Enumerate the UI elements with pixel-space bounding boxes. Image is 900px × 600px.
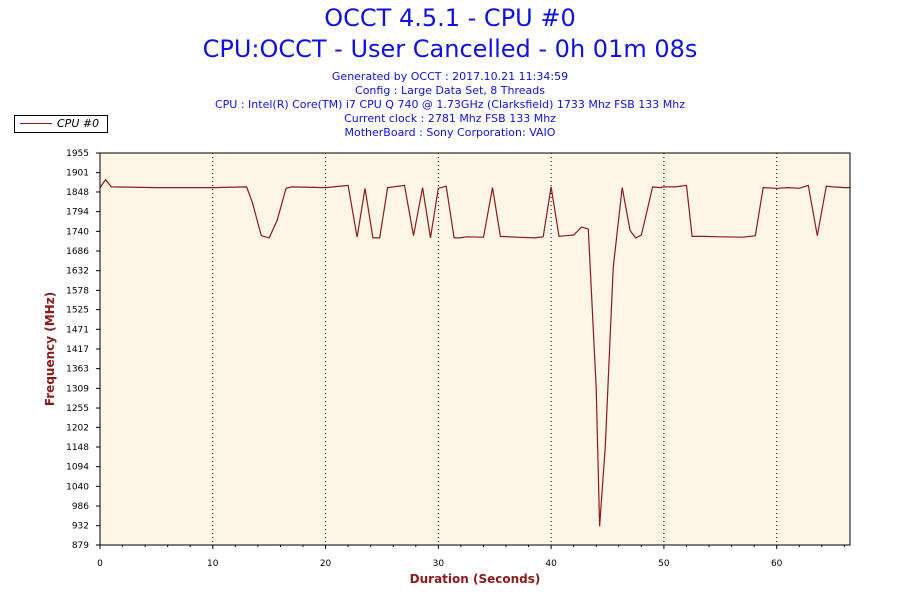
info-current-clock: Current clock : 2781 Mhz FSB 133 Mhz [344, 112, 556, 125]
y-tick-label: 1148 [66, 443, 89, 453]
y-axis-title: Frequency (MHz) [43, 292, 57, 406]
y-tick-label: 1417 [66, 345, 89, 355]
x-tick-label: 20 [320, 559, 332, 569]
info-config: Config : Large Data Set, 8 Threads [355, 84, 545, 97]
y-tick-label: 1255 [66, 404, 89, 414]
y-tick-label: 1848 [66, 188, 89, 198]
x-tick-label: 30 [433, 559, 445, 569]
x-tick-label: 0 [97, 559, 103, 569]
info-cpu: CPU : Intel(R) Core(TM) i7 CPU Q 740 @ 1… [214, 98, 686, 111]
plot-border [99, 152, 851, 546]
y-tick-label: 932 [72, 522, 89, 532]
y-tick-label: 986 [72, 502, 89, 512]
y-tick-label: 1363 [66, 365, 89, 375]
plot-area [100, 153, 850, 545]
grid-lines [212, 153, 778, 545]
y-tick-label: 1632 [66, 267, 89, 277]
y-tick-label: 1040 [66, 482, 89, 492]
y-tick-label: 1471 [66, 325, 89, 335]
y-tick-label: 1740 [66, 227, 89, 237]
y-tick-label: 1309 [66, 384, 89, 394]
chart-subtitle: CPU:OCCT - User Cancelled - 0h 01m 08s [202, 35, 698, 63]
x-tick-label: 40 [545, 559, 557, 569]
y-tick-label: 1094 [66, 463, 89, 473]
y-tick-label: 879 [72, 541, 89, 551]
y-tick-label: 1578 [66, 286, 89, 296]
series-line-cpu0 [99, 178, 850, 527]
x-axis-ticks: 0 10 20 30 40 50 60 [97, 545, 845, 569]
y-axis-ticks: 879 932 986 1040 1094 1148 1202 1255 1309 1363 141… [66, 149, 100, 551]
y-tick-label: 1686 [66, 247, 89, 257]
y-tick-label: 1794 [66, 208, 89, 218]
x-tick-label: 10 [207, 559, 219, 569]
x-axis-title: Duration (Seconds) [410, 572, 541, 586]
chart-title: OCCT 4.5.1 - CPU #0 [324, 4, 576, 32]
legend: CPU #0 [14, 115, 108, 133]
info-motherboard: MotherBoard : Sony Corporation: VAIO [344, 126, 556, 139]
legend-swatch [20, 123, 52, 124]
y-tick-label: 1955 [66, 149, 89, 159]
x-tick-label: 50 [658, 559, 670, 569]
y-tick-label: 1901 [66, 169, 89, 179]
legend-label: CPU #0 [57, 117, 100, 130]
info-generated: Generated by OCCT : 2017.10.21 11:34:59 [331, 70, 569, 83]
x-tick-label: 60 [771, 559, 783, 569]
y-tick-label: 1525 [66, 306, 89, 316]
y-tick-label: 1202 [66, 423, 89, 433]
